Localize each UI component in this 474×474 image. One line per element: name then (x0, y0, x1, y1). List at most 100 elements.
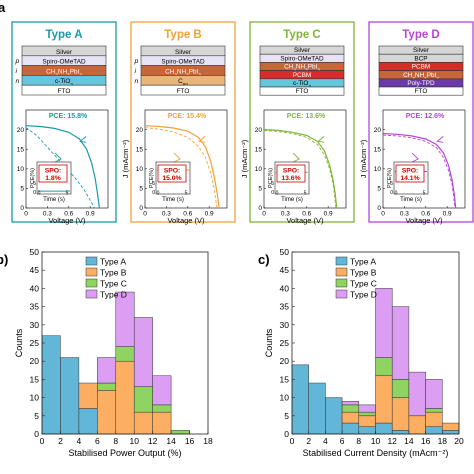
jv-xtick-label: 0.6 (302, 211, 311, 218)
bar-type-d (391, 306, 410, 380)
bar-type-d (115, 291, 135, 347)
hist-ytick-label: 5 (34, 411, 39, 421)
bar-type-d (133, 317, 153, 387)
formula-part: 3 (55, 72, 58, 77)
histogram-current-density: 0 5 10 15 20 25 30 35 40 45 50 0 2 4 6 8 10 12 14 16 18 20 Sta… (264, 247, 464, 458)
layer-label: FTO (177, 88, 190, 95)
layer-label: Poly-TPD (407, 80, 435, 87)
legend-label: Type D (100, 290, 127, 300)
bar-type-c (425, 408, 443, 413)
layer-label: Silver (175, 49, 192, 56)
jv-xtick-label: 0 (24, 211, 28, 218)
spo-value: 15.0% (162, 175, 181, 182)
formula-part: PbI (70, 68, 80, 75)
jv-xtick-label: 0.6 (421, 211, 430, 218)
layer-label: CH3NH3PbI3 (165, 68, 201, 77)
hist-ytick-label: 45 (280, 265, 290, 275)
jv-xtick-label: 0.9 (324, 211, 333, 218)
device-panel-4: Type DSilverBCPPCBMCH3NH3PbI3Poly-TPDFTO… (359, 21, 474, 225)
device-panel-3: Type CSilverSpiro-OMeTADCH3NH3PbI3PCBMc-… (240, 21, 355, 225)
legend-label: Type C (350, 279, 377, 289)
jv-curve-reverse (382, 132, 457, 209)
bar-type-c (97, 382, 117, 391)
jv-curve-reverse (25, 125, 100, 209)
bar-type-a (391, 430, 410, 435)
inset-ytick-label: 5 (33, 181, 36, 187)
formula-part: PbI (189, 68, 199, 75)
formula-part: PbI (308, 64, 318, 71)
legend-swatch (85, 278, 98, 288)
jv-panels: Type ASilverSpiro-OMeTADCH3NH3PbI3c-TiO2… (11, 21, 474, 225)
inset-ylabel: PCE(%) (149, 168, 155, 188)
spo-badge (38, 164, 68, 183)
spo-badge (276, 164, 306, 183)
formula-part: PbI (427, 72, 437, 79)
pce-label: PCE: 12.6% (406, 113, 445, 120)
hist-xtick-label: 8 (113, 436, 118, 446)
formula-part: Silver (294, 47, 311, 54)
bar-type-d (341, 400, 360, 406)
scan-arrow-icon (54, 152, 62, 163)
device-type-title: Type D (402, 29, 440, 41)
jv-xtick-label: 0.9 (86, 211, 95, 218)
inset-xlabel: Time (s) (281, 197, 303, 203)
formula-part: 3 (174, 72, 177, 77)
hist-ytick-label: 40 (30, 283, 40, 293)
panel-label-a: a (0, 0, 6, 15)
jv-xtick-label: 0.9 (443, 211, 452, 218)
formula-part: 60 (183, 82, 189, 87)
inset-xtick-label: 5 (185, 191, 188, 197)
hist-xtick-label: 14 (404, 436, 414, 446)
hist-ytick-label: 50 (280, 247, 290, 257)
jv-xtick-label: 0.6 (64, 211, 73, 218)
formula-part: Silver (56, 49, 73, 56)
inset-xtick-label: 5 (66, 191, 69, 197)
bar-type-c (115, 346, 135, 362)
jv-ytick-label: 15 (374, 146, 382, 153)
hist-ytick-label: 15 (30, 374, 40, 384)
bar-type-a (78, 408, 98, 435)
formula-part: PCBM (293, 72, 311, 79)
jv-ylabel: J (mAcm⁻²) (121, 139, 130, 178)
hist-ytick-label: 10 (30, 393, 40, 403)
jv-ytick-label: 5 (258, 186, 262, 193)
bar-type-b (341, 411, 360, 424)
inset-xtick-label: 5 (304, 191, 307, 197)
formula-part: Silver (413, 47, 430, 54)
layer-label: CH3NH3PbI3 (403, 72, 439, 81)
legend-swatch (85, 267, 98, 277)
jv-ytick-label: 0 (258, 205, 262, 212)
bar-type-b (391, 397, 410, 431)
jv-axes-box (263, 109, 347, 209)
legend-label: Type C (100, 279, 127, 289)
formula-part: 3 (186, 72, 189, 77)
formula-part: PCBM (412, 64, 430, 71)
hist-xtick-label: 0 (290, 436, 295, 446)
jv-curve-reverse (263, 129, 338, 209)
hist-ytick-label: 0 (284, 429, 289, 439)
spo-value: 1.8% (45, 175, 61, 182)
layer-label: c-TiO2 (293, 80, 311, 89)
pin-label-p: p (15, 58, 20, 65)
jv-xlabel: Voltage (V) (405, 216, 443, 225)
bar-type-a (358, 426, 376, 435)
hist-xtick-label: 10 (371, 436, 381, 446)
formula-part: FTO (177, 88, 190, 95)
legend-label: Type B (350, 268, 377, 278)
bar-type-b (375, 375, 393, 424)
legend-label: Type A (100, 257, 126, 267)
pce-label: PCE: 15.8% (49, 113, 88, 120)
pin-label-i: i (16, 68, 18, 75)
bar-type-c (341, 404, 360, 413)
hist-xtick-label: 2 (306, 436, 311, 446)
jv-ytick-label: 20 (255, 127, 263, 134)
inset-ylabel: PCE(%) (268, 168, 274, 188)
spo-title: SPO: (45, 168, 62, 175)
formula-part: Spiro-OMeTAD (280, 55, 324, 62)
layer-label: CH3NH3PbI3 (46, 68, 82, 77)
jv-curve-forward (382, 134, 456, 209)
scan-arrow-icon (292, 152, 300, 163)
layer-fto (140, 84, 226, 96)
legend-swatch (335, 256, 348, 266)
layer-label: CH3NH3PbI3 (284, 64, 320, 73)
